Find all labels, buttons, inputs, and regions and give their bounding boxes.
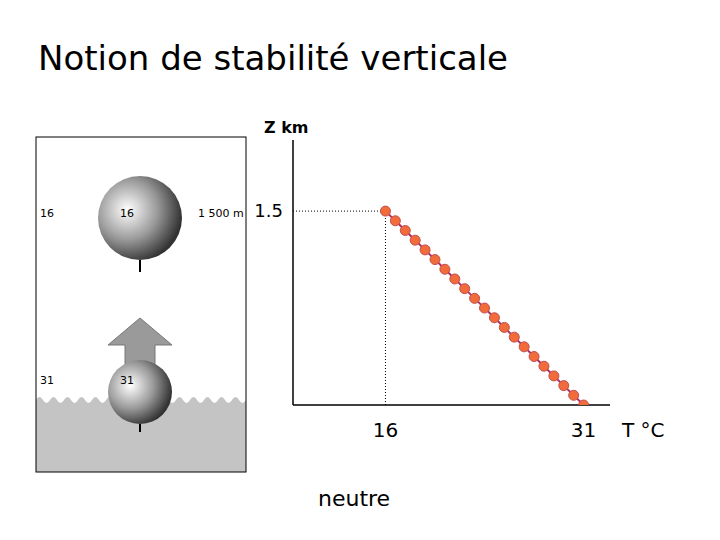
svg-text:1.5: 1.5 xyxy=(254,200,283,221)
html-text:Z km: Z km xyxy=(264,118,309,137)
html-text:neutre: neutre xyxy=(318,486,391,511)
svg-text:31: 31 xyxy=(571,418,596,442)
svg-text:1 500 m: 1 500 m xyxy=(198,207,244,220)
html-text:T °C: T °C xyxy=(622,418,665,442)
svg-text:31: 31 xyxy=(40,374,54,387)
svg-text:31: 31 xyxy=(120,374,134,387)
svg-text:16: 16 xyxy=(40,207,54,220)
html-text:Notion de stabilité verticale: Notion de stabilité verticale xyxy=(38,38,508,78)
svg-text:16: 16 xyxy=(120,207,134,220)
svg-text:16: 16 xyxy=(373,418,398,442)
